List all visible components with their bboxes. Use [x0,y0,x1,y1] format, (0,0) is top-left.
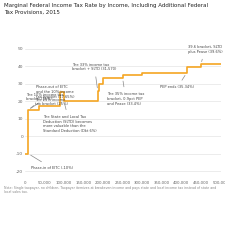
Text: Marginal Federal Income Tax Rate by Income, Including Additional Federal
Tax Pro: Marginal Federal Income Tax Rate by Inco… [4,3,209,15]
Text: Phase-out of EITC
and the 10% income
tax bracket (17.65%): Phase-out of EITC and the 10% income tax… [31,85,75,108]
Text: The 10% income tax
bracket (15%): The 10% income tax bracket (15%) [26,92,64,108]
Text: The State and Local Tax
Deduction (SLTD) becomes
more valuable than the
Standard: The State and Local Tax Deduction (SLTD)… [43,104,97,133]
Text: TAX FOUNDATION: TAX FOUNDATION [4,212,81,221]
Text: Note: Single taxpayer, no children. Taxpayer itemizes at breakeven income and pa: Note: Single taxpayer, no children. Taxp… [4,186,217,194]
Text: The 25% income
tax bracket (25%): The 25% income tax bracket (25%) [35,92,68,106]
Text: 39.6 bracket, SLTD
plus Pease (39.6%): 39.6 bracket, SLTD plus Pease (39.6%) [187,45,222,62]
Text: The 35% income tax
bracket, 0.9pct PEP
and Pease (33.4%): The 35% income tax bracket, 0.9pct PEP a… [107,81,144,106]
Text: The 33% income tax
bracket + SLTD (31,570): The 33% income tax bracket + SLTD (31,57… [72,63,117,88]
Text: @TaxFoundation: @TaxFoundation [175,214,220,219]
Text: PEP ends (35.34%): PEP ends (35.34%) [160,75,194,89]
Text: Phase-in of EITC (-10%): Phase-in of EITC (-10%) [31,155,73,170]
